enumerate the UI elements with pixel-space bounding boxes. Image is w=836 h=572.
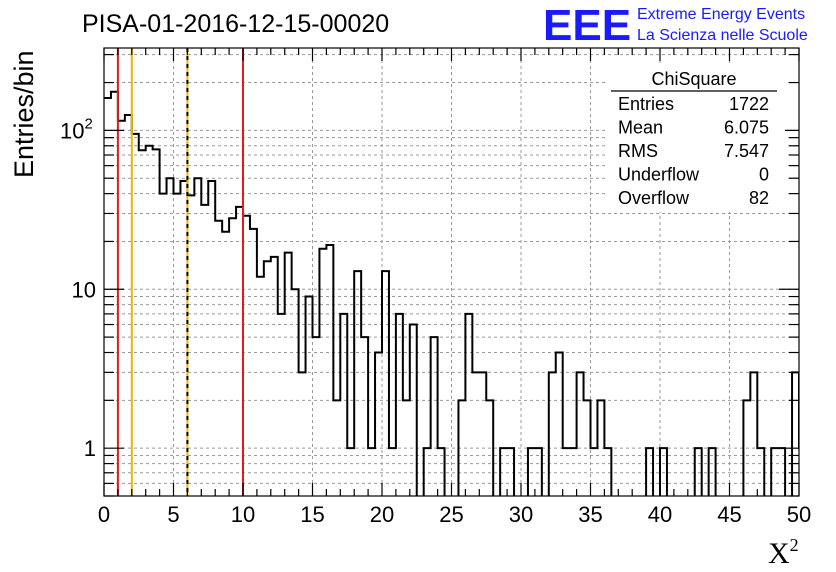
histogram-bars [104,90,799,496]
stats-label: Underflow [618,165,700,185]
logo-letters: EEE [543,1,631,50]
x-tick-label: 30 [509,502,533,527]
y-tick-label: 102 [60,115,93,143]
axis-ticks [103,48,800,497]
logo-line1: Extreme Energy Events [637,6,805,23]
stats-value: 0 [759,165,769,185]
stats-value: 82 [749,188,769,208]
y-axis-label: Entries/bin [9,50,39,178]
x-tick-label: 15 [300,502,324,527]
stats-value: 7.547 [724,141,769,161]
x-tick-label: 0 [98,502,110,527]
stats-label: Entries [618,94,674,114]
y-tick-labels: 1 10 102 [60,115,96,461]
stats-label: RMS [618,141,658,161]
threshold-lines [116,48,244,496]
stats-value: 6.075 [724,118,769,138]
y-tick-label: 10 [72,277,96,302]
stats-value: 1722 [729,94,769,114]
x-tick-label: 35 [578,502,602,527]
x-tick-label: 45 [717,502,741,527]
stats-label: Mean [618,118,663,138]
stats-rows: Entries 1722 Mean 6.075 RMS 7.547 Underflow 0 Ov… [618,94,769,208]
x-tick-label: 5 [167,502,179,527]
x-tick-label: 25 [439,502,463,527]
y-tick-label: 1 [84,436,96,461]
eee-logo: EEE Extreme Energy Events La Scienza nel… [543,1,808,50]
x-tick-labels: 0 5 10 15 20 25 30 35 40 45 50 [98,502,811,527]
x-tick-label: 40 [648,502,672,527]
chart-title: PISA-01-2016-12-15-00020 [82,10,389,38]
histogram-outline [104,90,799,496]
stats-label: Overflow [618,188,690,208]
stats-title: ChiSquare [651,69,736,89]
x-tick-label: 20 [370,502,394,527]
x-tick-label: 50 [787,502,811,527]
plot-frame [103,47,800,497]
x-tick-label: 10 [231,502,255,527]
stats-box: ChiSquare Entries 1722 Mean 6.075 RMS 7.547 Un… [607,64,785,212]
logo-line2: La Scienza nelle Scuole [637,27,808,44]
x-axis-label: X2 [768,535,799,570]
